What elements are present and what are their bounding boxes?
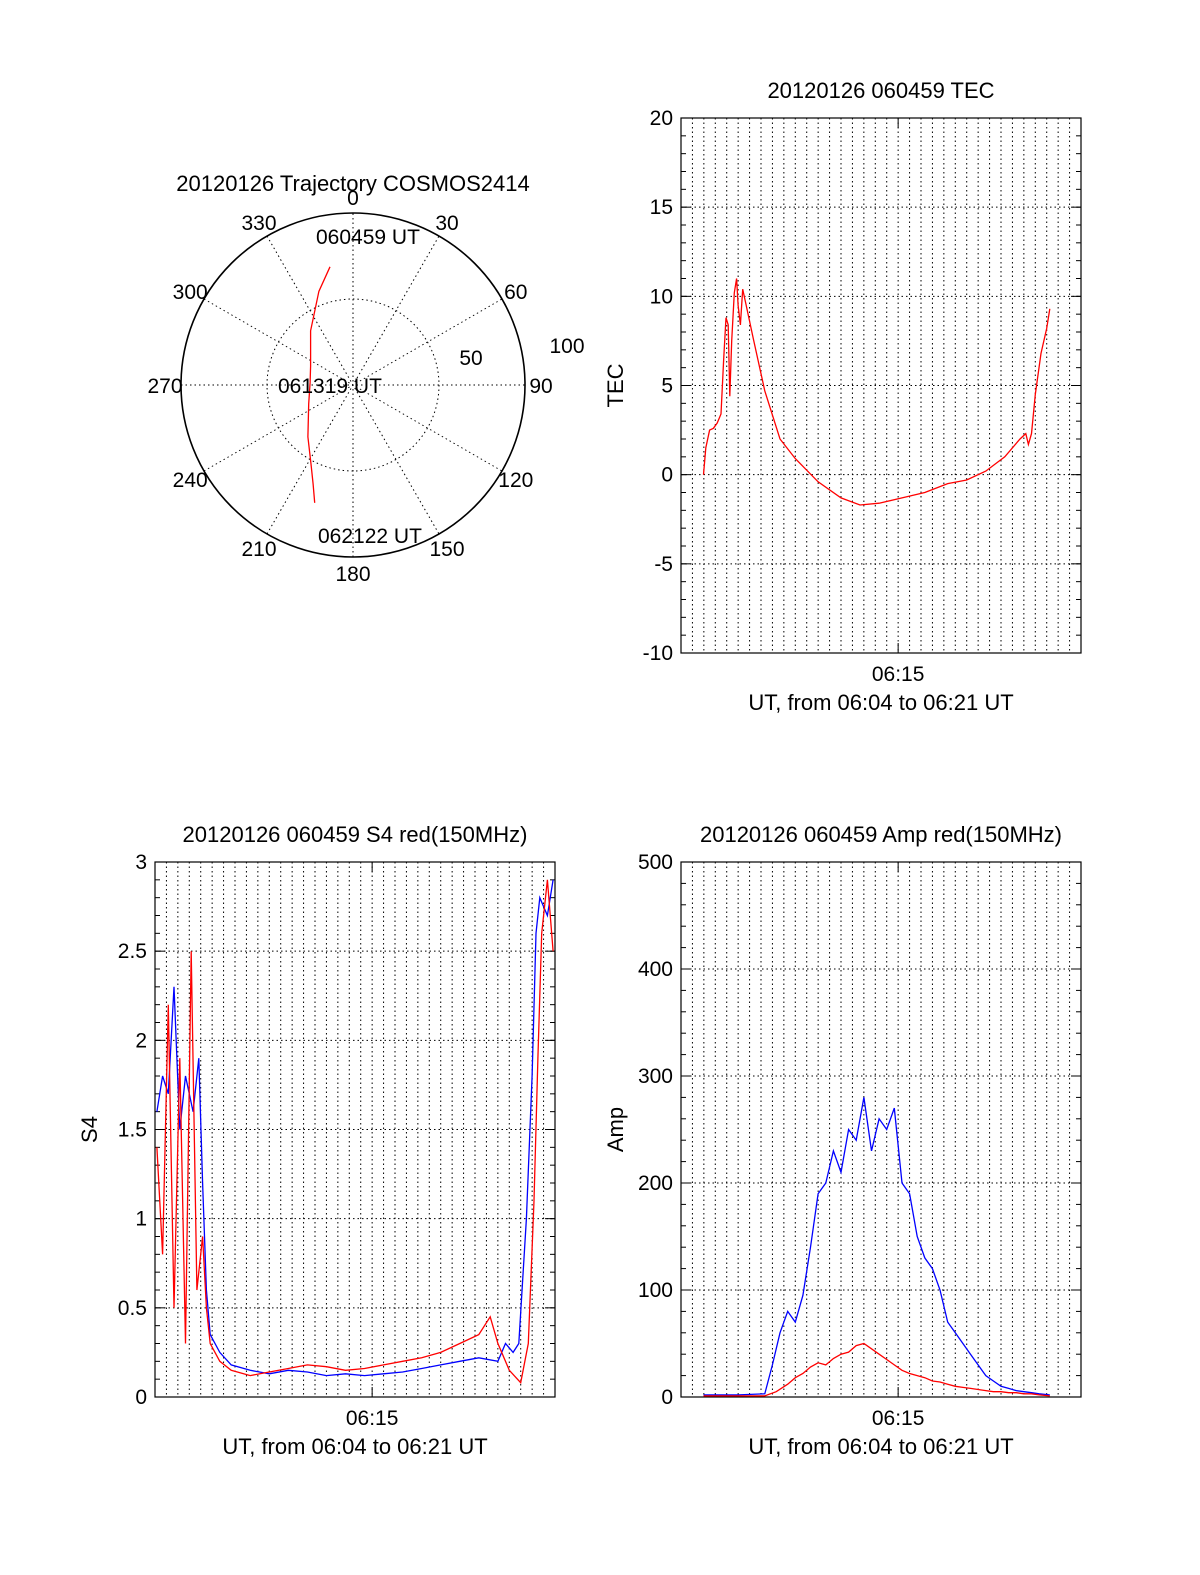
tec-y-tick: 20 bbox=[650, 107, 673, 130]
polar-angle-label: 210 bbox=[241, 538, 276, 561]
polar-angle-label: 240 bbox=[173, 469, 208, 492]
amp-grid bbox=[680, 861, 1082, 1398]
amp-y-tick: 0 bbox=[661, 1386, 673, 1409]
plot-frame bbox=[680, 861, 1082, 1398]
s4-plot: 20120126 060459 S4 red(150MHz) S4 UT, fr… bbox=[77, 822, 556, 1459]
s4-y-ticks: 0 0.5 1 1.5 2 2.5 3 bbox=[118, 851, 147, 1409]
series-line bbox=[702, 278, 1051, 506]
polar-angle-label: 300 bbox=[173, 281, 208, 304]
polar-radius-label: 100 bbox=[549, 335, 584, 358]
trajectory-title: 20120126 Trajectory COSMOS2414 bbox=[176, 171, 529, 196]
polar-angle-label: 330 bbox=[241, 212, 276, 235]
polar-angle-labels: 0 30 60 90 120 150 180 210 240 270 300 330 50 100 bbox=[147, 187, 584, 586]
tec-y-axis-label: TEC bbox=[603, 363, 628, 407]
tec-y-ticks: -10 -5 0 5 10 15 20 bbox=[643, 107, 673, 665]
tec-plot: 20120126 060459 TEC TEC UT, from 06:04 t… bbox=[603, 78, 1082, 715]
series-line bbox=[156, 879, 554, 1385]
amp-y-tick: 400 bbox=[638, 958, 673, 981]
polar-angle-label: 180 bbox=[335, 563, 370, 586]
plot-frame bbox=[154, 861, 556, 1398]
s4-series bbox=[156, 879, 554, 1385]
polar-angle-label: 120 bbox=[498, 469, 533, 492]
amp-plot: 20120126 060459 Amp red(150MHz) Amp UT, … bbox=[603, 822, 1082, 1459]
tec-grid bbox=[680, 117, 1082, 654]
s4-y-tick: 3 bbox=[135, 851, 147, 874]
polar-angle-label: 0 bbox=[347, 187, 359, 210]
s4-y-tick: 0.5 bbox=[118, 1297, 147, 1320]
s4-title: 20120126 060459 S4 red(150MHz) bbox=[183, 822, 528, 847]
mid-time-label: 061319 UT bbox=[278, 375, 382, 398]
plot-frame bbox=[680, 117, 1082, 654]
polar-angle-label: 90 bbox=[529, 375, 552, 398]
polar-angle-label: 30 bbox=[435, 212, 458, 235]
polar-radius-label: 50 bbox=[459, 347, 482, 370]
tec-title: 20120126 060459 TEC bbox=[767, 78, 994, 103]
end-time-label: 062122 UT bbox=[318, 525, 422, 548]
polar-trajectory bbox=[307, 266, 331, 503]
amp-title: 20120126 060459 Amp red(150MHz) bbox=[700, 822, 1062, 847]
polar-angle-label: 60 bbox=[504, 281, 527, 304]
series-line bbox=[703, 1097, 1050, 1396]
start-time-label: 060459 UT bbox=[316, 226, 420, 249]
trajectory-line bbox=[307, 266, 331, 503]
amp-x-axis-label: UT, from 06:04 to 06:21 UT bbox=[748, 1434, 1013, 1459]
amp-y-axis-label: Amp bbox=[603, 1107, 628, 1152]
tec-y-tick: -5 bbox=[654, 553, 673, 576]
amp-y-ticks: 0 100 200 300 400 500 bbox=[638, 851, 673, 1409]
tec-y-tick: 15 bbox=[650, 196, 673, 219]
amp-y-tick: 300 bbox=[638, 1065, 673, 1088]
amp-x-tick-label: 06:15 bbox=[872, 1407, 925, 1430]
polar-angle-label: 150 bbox=[429, 538, 464, 561]
s4-grid bbox=[154, 861, 556, 1398]
tec-y-tick: 0 bbox=[661, 464, 673, 487]
s4-y-tick: 2 bbox=[135, 1029, 147, 1052]
polar-grid bbox=[180, 212, 526, 558]
s4-y-axis-label: S4 bbox=[77, 1116, 102, 1143]
tec-y-tick: 10 bbox=[650, 285, 673, 308]
s4-y-tick: 1.5 bbox=[118, 1119, 147, 1142]
s4-y-tick: 0 bbox=[135, 1386, 147, 1409]
tec-series bbox=[702, 278, 1051, 506]
tec-y-tick: 5 bbox=[661, 375, 673, 398]
amp-y-tick: 500 bbox=[638, 851, 673, 874]
s4-y-tick: 2.5 bbox=[118, 940, 147, 963]
tec-y-tick: -10 bbox=[643, 642, 673, 665]
amp-y-tick: 200 bbox=[638, 1172, 673, 1195]
amp-series bbox=[703, 1097, 1050, 1397]
tec-x-tick-label: 06:15 bbox=[872, 663, 925, 686]
tec-x-axis-label: UT, from 06:04 to 06:21 UT bbox=[748, 690, 1013, 715]
amp-y-tick: 100 bbox=[638, 1279, 673, 1302]
s4-y-tick: 1 bbox=[135, 1208, 147, 1231]
s4-x-axis-label: UT, from 06:04 to 06:21 UT bbox=[222, 1434, 487, 1459]
series-line bbox=[703, 1342, 1050, 1397]
trajectory-polar-plot: 20120126 Trajectory COSMOS2414 0 30 60 90 12… bbox=[147, 171, 584, 586]
polar-angle-label: 270 bbox=[147, 375, 182, 398]
polar-spoke bbox=[266, 235, 440, 535]
series-line bbox=[156, 879, 554, 1377]
s4-x-tick-label: 06:15 bbox=[346, 1407, 399, 1430]
